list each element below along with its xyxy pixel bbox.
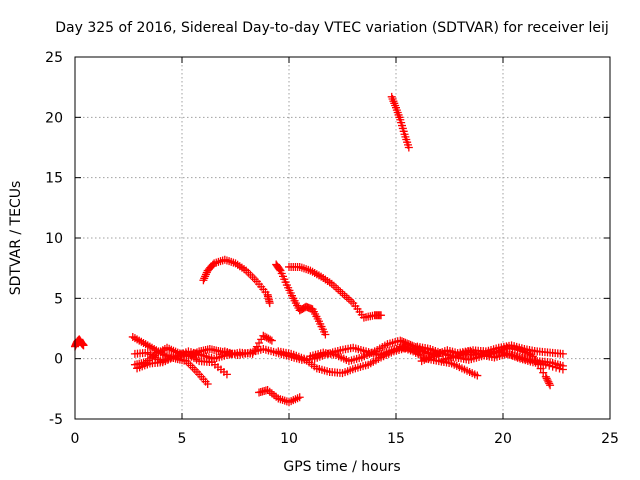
data-point-interp	[545, 379, 554, 388]
x-axis-label: GPS time / hours	[283, 459, 400, 475]
data-point	[259, 331, 268, 340]
data-point	[199, 276, 208, 285]
series-arc-late-a	[396, 342, 482, 380]
series-arc-late-e	[439, 347, 567, 374]
data-point	[404, 340, 413, 349]
data-point-interp	[261, 332, 270, 341]
data-point-interp	[408, 341, 417, 350]
data-point-interp	[539, 368, 548, 377]
y-axis-label: SDTVAR / TECUs	[8, 181, 24, 296]
data-point-interp	[336, 287, 345, 296]
series-arc-high-peak	[387, 92, 413, 152]
data-point	[295, 393, 304, 402]
y-tick-label: 5	[54, 291, 63, 307]
data-point-interp	[342, 293, 351, 302]
data-layer	[71, 92, 567, 407]
data-point-interp	[543, 376, 552, 385]
data-point-interp	[332, 283, 341, 292]
y-tick-label: 25	[45, 50, 63, 66]
grid-layer	[75, 57, 610, 419]
x-tick-label: 10	[280, 431, 298, 447]
data-point	[404, 143, 413, 152]
series-arc-neg	[255, 386, 304, 407]
data-point	[203, 380, 212, 389]
data-point	[222, 370, 231, 379]
data-point-interp	[555, 364, 564, 373]
series-arc-6h-rise	[199, 255, 274, 308]
y-tick-label: 10	[45, 231, 63, 247]
data-point	[558, 365, 567, 374]
data-point-interp	[264, 334, 273, 343]
data-point-interp	[544, 377, 553, 386]
data-point	[541, 360, 550, 369]
data-point-interp	[397, 337, 406, 346]
x-tick-label: 20	[494, 431, 512, 447]
chart-title: Day 325 of 2016, Sidereal Day-to-day VTE…	[55, 20, 609, 36]
data-point-interp	[275, 265, 284, 274]
data-point-interp	[255, 338, 264, 347]
data-point	[473, 371, 482, 380]
data-point	[377, 311, 386, 320]
data-point-interp	[262, 333, 271, 342]
data-point-interp	[542, 374, 551, 383]
data-point-interp	[201, 270, 210, 279]
data-point-interp	[266, 335, 275, 344]
y-tick-label: 15	[45, 171, 63, 187]
data-point-interp	[201, 272, 210, 281]
y-tick-label: -5	[49, 412, 63, 428]
data-point	[338, 289, 347, 298]
data-point	[321, 330, 330, 339]
data-point-interp	[552, 363, 561, 372]
series-arc-early	[71, 335, 88, 351]
data-point	[265, 299, 274, 308]
data-point-interp	[545, 361, 554, 370]
y-ticks: -5 0 5 10 15 20 25	[45, 50, 610, 428]
data-point	[558, 349, 567, 358]
series-arc-9h-drop	[272, 260, 330, 339]
data-point-interp	[334, 285, 343, 294]
data-point	[546, 381, 555, 390]
data-point-interp	[399, 338, 408, 347]
x-tick-label: 0	[71, 431, 80, 447]
data-point-interp	[548, 362, 557, 371]
series-arc-10h-long	[285, 262, 386, 322]
x-tick-label: 25	[601, 431, 619, 447]
data-point	[267, 336, 276, 345]
x-tick-label: 5	[178, 431, 187, 447]
x-tick-label: 15	[387, 431, 405, 447]
data-point	[541, 372, 550, 381]
y-tick-label: 0	[54, 352, 63, 368]
data-point-interp	[344, 295, 353, 304]
data-point	[79, 341, 88, 350]
data-point-interp	[403, 339, 412, 348]
x-ticks: 0 5 10 15 20 25	[71, 57, 619, 447]
y-tick-label: 20	[45, 110, 63, 126]
data-point-interp	[200, 274, 209, 283]
